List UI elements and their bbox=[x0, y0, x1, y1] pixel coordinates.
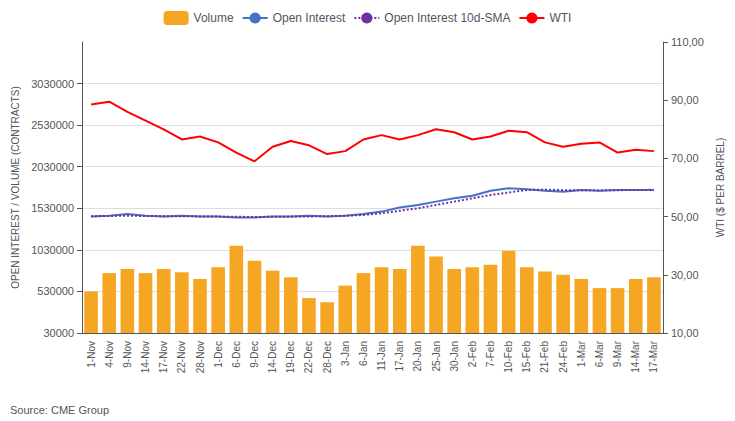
svg-text:30000: 30000 bbox=[43, 327, 74, 339]
svg-text:Open Interest 10d-SMA: Open Interest 10d-SMA bbox=[384, 11, 510, 25]
svg-text:14-Mar: 14-Mar bbox=[630, 340, 641, 372]
svg-text:7-Feb: 7-Feb bbox=[485, 341, 496, 368]
svg-text:10,00: 10,00 bbox=[671, 327, 699, 339]
svg-text:4-Nov: 4-Nov bbox=[104, 341, 115, 368]
svg-text:28-Nov: 28-Nov bbox=[195, 341, 206, 373]
svg-text:14-Dec: 14-Dec bbox=[267, 341, 278, 373]
svg-text:1530000: 1530000 bbox=[31, 202, 74, 214]
svg-text:19-Dec: 19-Dec bbox=[285, 341, 296, 373]
svg-text:24-Feb: 24-Feb bbox=[558, 341, 569, 373]
svg-text:17-Mar: 17-Mar bbox=[648, 340, 659, 372]
svg-text:22-Nov: 22-Nov bbox=[176, 341, 187, 373]
svg-text:9-Dec: 9-Dec bbox=[249, 341, 260, 368]
svg-text:9-Mar: 9-Mar bbox=[612, 340, 623, 367]
svg-text:Source: CME Group: Source: CME Group bbox=[10, 404, 109, 416]
svg-text:1-Dec: 1-Dec bbox=[213, 341, 224, 368]
svg-text:2530000: 2530000 bbox=[31, 119, 74, 131]
svg-text:17-Nov: 17-Nov bbox=[158, 341, 169, 373]
svg-text:14-Nov: 14-Nov bbox=[140, 341, 151, 373]
svg-text:70,00: 70,00 bbox=[671, 152, 699, 164]
svg-text:WTI: WTI bbox=[549, 11, 571, 25]
svg-text:15-Feb: 15-Feb bbox=[521, 341, 532, 373]
svg-text:6-Mar: 6-Mar bbox=[594, 340, 605, 367]
svg-text:530000: 530000 bbox=[37, 285, 74, 297]
svg-text:50,00: 50,00 bbox=[671, 211, 699, 223]
svg-text:90,00: 90,00 bbox=[671, 94, 699, 106]
svg-text:25-Jan: 25-Jan bbox=[431, 341, 442, 372]
svg-text:9-Nov: 9-Nov bbox=[122, 341, 133, 368]
svg-text:1-Mar: 1-Mar bbox=[576, 340, 587, 367]
svg-text:Volume: Volume bbox=[194, 11, 234, 25]
svg-text:Open Interest: Open Interest bbox=[273, 11, 346, 25]
svg-text:2-Feb: 2-Feb bbox=[467, 341, 478, 368]
svg-text:3-Jan: 3-Jan bbox=[340, 341, 351, 366]
svg-text:30-Jan: 30-Jan bbox=[449, 341, 460, 372]
svg-text:21-Feb: 21-Feb bbox=[539, 341, 550, 373]
svg-text:6-Dec: 6-Dec bbox=[231, 341, 242, 368]
svg-text:110,00: 110,00 bbox=[671, 36, 704, 48]
svg-text:30,00: 30,00 bbox=[671, 269, 699, 281]
svg-text:2030000: 2030000 bbox=[31, 161, 74, 173]
svg-text:1030000: 1030000 bbox=[31, 244, 74, 256]
svg-text:22-Dec: 22-Dec bbox=[303, 341, 314, 373]
svg-text:17-Jan: 17-Jan bbox=[394, 341, 405, 372]
svg-text:6-Jan: 6-Jan bbox=[358, 341, 369, 366]
svg-text:20-Jan: 20-Jan bbox=[412, 341, 423, 372]
svg-text:WTI ($ PER BARREL): WTI ($ PER BARREL) bbox=[715, 138, 726, 237]
svg-text:1-Nov: 1-Nov bbox=[86, 341, 97, 368]
svg-text:OPEN INTEREST / VOLUME (CONTRA: OPEN INTEREST / VOLUME (CONTRACTS) bbox=[10, 86, 21, 289]
svg-text:11-Jan: 11-Jan bbox=[376, 341, 387, 371]
svg-text:10-Feb: 10-Feb bbox=[503, 341, 514, 373]
svg-text:28-Dec: 28-Dec bbox=[322, 341, 333, 373]
svg-text:3030000: 3030000 bbox=[31, 78, 74, 90]
